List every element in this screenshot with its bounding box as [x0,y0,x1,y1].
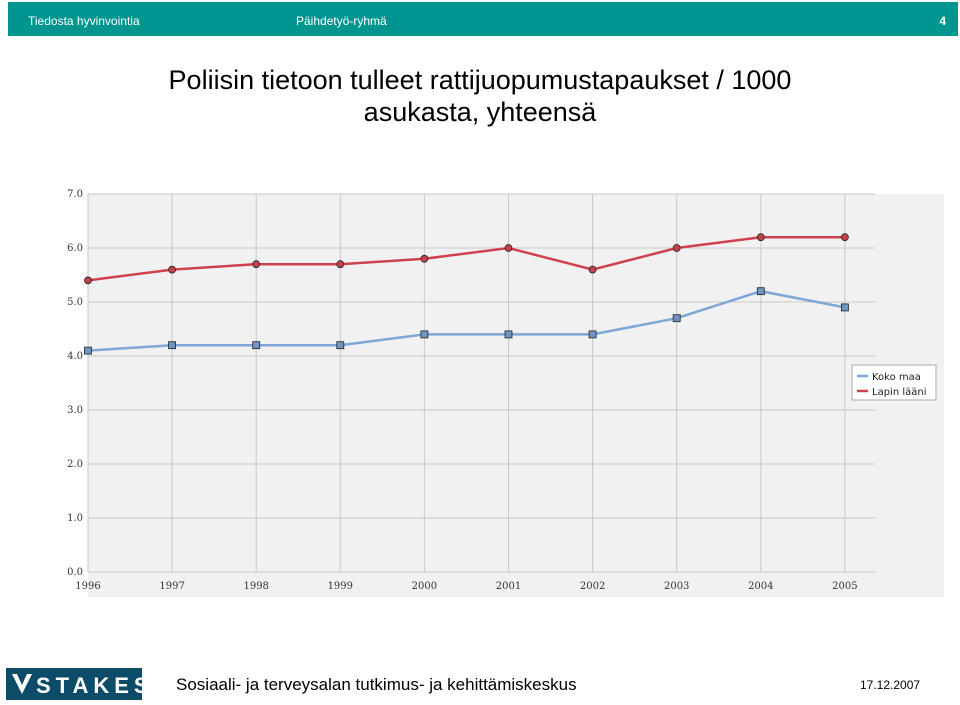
series-line [87,289,846,352]
y-tick-label: 6.0 [67,243,83,254]
legend-label: Koko maa [872,372,921,383]
y-tick-label: 5.0 [67,297,83,308]
series-line [87,235,845,282]
header-left-text: Tiedosta hyvinvointia [28,14,140,28]
x-tick-label: 2003 [664,581,689,592]
x-tick-label: 1999 [328,581,353,592]
logo-text: STAKES [36,673,142,698]
footer-date: 17.12.2007 [860,678,921,692]
data-point [672,244,681,252]
x-tick-label: 2004 [748,581,773,592]
chart-area: 0.0 1.0 2.0 3.0 4.0 5.0 6.0 7.0 1996 1997 1998 1999… [60,182,948,602]
data-point [504,244,513,252]
slide-title-line2: asukasta, yhteensä [363,97,597,127]
data-point [84,276,92,285]
page-number: 4 [939,14,946,28]
header-bar: Tiedosta hyvinvointia Päihdetyö-ryhmä 4 [8,2,958,36]
y-tick-label: 3.0 [67,405,83,416]
footer-organization: Sosiaali- ja terveysalan tutkimus- ja ke… [176,675,577,694]
data-point [756,233,765,242]
data-point [841,303,849,312]
y-tick-label: 2.0 [67,459,83,470]
x-tick-label: 2000 [412,581,437,592]
y-tick-label: 7.0 [67,189,83,200]
x-tick-label: 1997 [159,581,184,592]
data-point [841,233,849,242]
series-layer [84,233,849,355]
axis-tick-labels: 0.0 1.0 2.0 3.0 4.0 5.0 6.0 7.0 1996 1997 1998 1999… [67,189,858,592]
data-point [252,260,261,269]
line-chart: 0.0 1.0 2.0 3.0 4.0 5.0 6.0 7.0 1996 1997 1998 1999… [67,189,944,597]
data-point [336,341,345,350]
y-tick-label: 1.0 [67,513,83,524]
x-tick-label: 2001 [496,581,521,592]
data-point [588,330,597,339]
data-point [336,260,345,269]
legend-box [851,364,937,401]
y-tick-label: 0.0 [67,567,83,578]
data-point [168,265,176,274]
data-point [168,341,176,350]
data-point [504,330,513,339]
legend-label: Lapin lääni [872,387,927,398]
y-tick-label: 4.0 [67,351,83,362]
slide-title-line1: Poliisin tietoon tulleet rattijuopumusta… [168,65,792,95]
data-point [84,346,92,355]
data-point [588,265,597,274]
data-point [672,314,681,323]
data-point [252,341,261,350]
grid-lines [87,193,875,573]
slide-title: Poliisin tietoon tulleet rattijuopumusta… [80,64,880,128]
data-point [756,287,765,296]
data-point [420,254,429,263]
stakes-logo: STAKES [6,668,149,700]
x-tick-label: 2005 [832,581,857,592]
x-tick-label: 1998 [243,581,268,592]
plot-background [88,194,944,597]
legend: Koko maa Lapin lääni [851,364,937,401]
header-center-text: Päihdetyö-ryhmä [296,14,387,28]
x-tick-label: 2002 [580,581,605,592]
x-tick-label: 1996 [75,581,100,592]
data-point [420,330,429,339]
